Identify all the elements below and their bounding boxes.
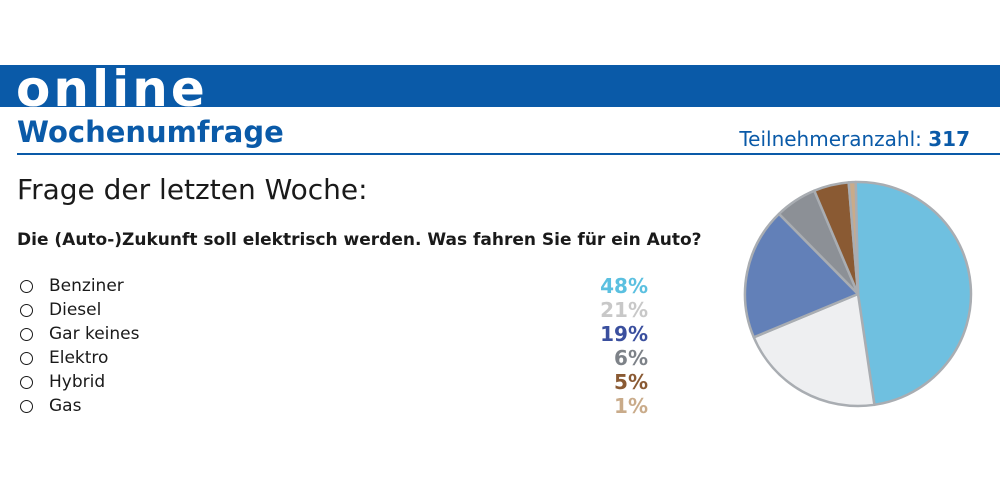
radio-circle-icon[interactable]: [20, 303, 33, 317]
option-label: Gas: [49, 396, 82, 416]
radio-circle-icon[interactable]: [20, 351, 33, 365]
pie-slice-benziner: [854, 180, 973, 407]
radio-circle-icon[interactable]: [20, 399, 33, 413]
option-hybrid[interactable]: Hybrid 5%: [17, 370, 650, 394]
option-label: Hybrid: [49, 372, 106, 392]
title-divider: [17, 153, 1000, 155]
pie-chart: [740, 178, 976, 410]
pie-chart-svg: [743, 180, 973, 408]
answer-options: Benziner 48% Diesel 21% Gar keines 19% E…: [17, 274, 650, 418]
radio-circle-icon[interactable]: [20, 327, 33, 341]
option-gas[interactable]: Gas 1%: [17, 394, 650, 418]
option-label: Elektro: [49, 348, 109, 368]
option-percent: 19%: [600, 322, 648, 346]
option-percent: 48%: [600, 274, 648, 298]
question-heading: Frage der letzten Woche:: [17, 173, 368, 206]
participants-label: Teilnehmeranzahl:: [739, 127, 922, 151]
option-label: Benziner: [49, 276, 124, 296]
option-benziner[interactable]: Benziner 48%: [17, 274, 650, 298]
option-percent: 1%: [614, 394, 648, 418]
option-elektro[interactable]: Elektro 6%: [17, 346, 650, 370]
banner-text: online: [16, 65, 208, 107]
pie-slice-gas: [847, 180, 860, 296]
option-label: Gar keines: [49, 324, 140, 344]
question-text: Die (Auto-)Zukunft soll elektrisch werde…: [17, 230, 702, 250]
header-banner: online: [0, 65, 1000, 107]
participants-value: 317: [928, 127, 970, 151]
page-title: Wochenumfrage: [17, 115, 284, 149]
pie-slice-diesel: [752, 292, 876, 408]
option-percent: 6%: [614, 346, 648, 370]
option-percent: 5%: [614, 370, 648, 394]
radio-circle-icon[interactable]: [20, 279, 33, 293]
pie-slice-gar-keines: [743, 212, 860, 339]
participant-count: Teilnehmeranzahl: 317: [739, 126, 970, 152]
option-label: Diesel: [49, 300, 102, 320]
radio-circle-icon[interactable]: [20, 375, 33, 389]
option-diesel[interactable]: Diesel 21%: [17, 298, 650, 322]
option-percent: 21%: [600, 298, 648, 322]
option-gar-keines[interactable]: Gar keines 19%: [17, 322, 650, 346]
